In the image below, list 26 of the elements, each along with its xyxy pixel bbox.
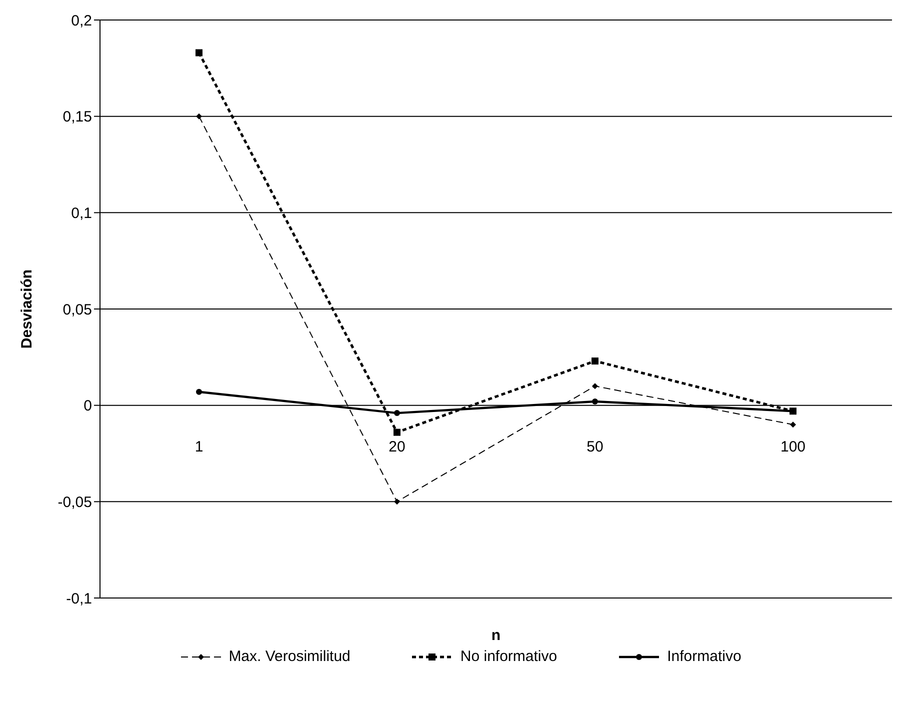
y-tick-label: 0,15 bbox=[62, 108, 92, 126]
legend-label: No informativo bbox=[460, 648, 558, 665]
point bbox=[394, 428, 400, 436]
x-tick-label: 20 bbox=[388, 438, 406, 456]
x-tick-label: 100 bbox=[780, 438, 806, 456]
point bbox=[592, 358, 598, 365]
point bbox=[394, 410, 400, 416]
point bbox=[196, 388, 202, 395]
point bbox=[394, 498, 400, 505]
point bbox=[196, 113, 202, 120]
point bbox=[790, 422, 796, 428]
point bbox=[196, 49, 202, 56]
y-tick-label: -0,05 bbox=[58, 494, 92, 511]
y-axis-title: Desviación bbox=[18, 269, 36, 349]
y-tick-label: -0,1 bbox=[66, 590, 92, 608]
x-tick-label: 50 bbox=[586, 438, 604, 456]
y-tick-label: 0 bbox=[84, 398, 92, 415]
point bbox=[592, 398, 598, 404]
y-tick-label: 0,1 bbox=[71, 204, 92, 222]
legend-label: Informativo bbox=[667, 648, 742, 665]
x-axis-title: n bbox=[491, 627, 501, 644]
point bbox=[592, 383, 598, 390]
y-tick-label: 0,2 bbox=[71, 12, 92, 30]
legend-label: Max. Verosimilitud bbox=[228, 648, 350, 665]
x-tick-label: 1 bbox=[194, 438, 204, 456]
y-tick-label: 0,05 bbox=[62, 301, 92, 318]
